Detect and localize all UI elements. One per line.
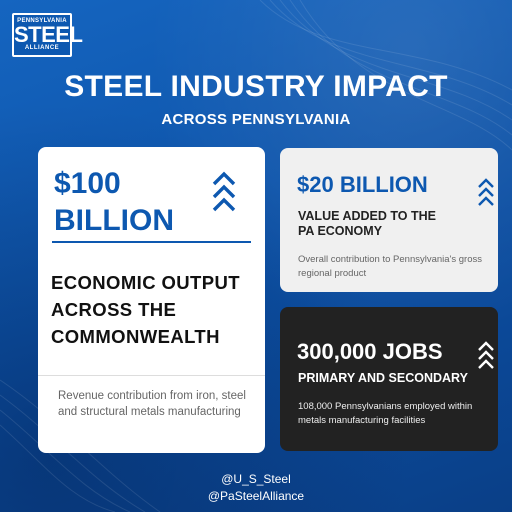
triple-chevron-up-icon: [478, 178, 494, 206]
jobs-card: 300,000 JOBS PRIMARY AND SECONDARY 108,0…: [280, 307, 498, 451]
economic-output-card: $100 BILLION ECONOMIC OUTPUT ACROSS THE …: [38, 147, 265, 453]
value-added-heading-line1: VALUE ADDED TO THE: [298, 209, 436, 223]
output-amount-line1: $100: [54, 167, 121, 200]
card-separator: [38, 375, 265, 376]
social-handle-us-steel: @U_S_Steel: [221, 472, 291, 486]
output-note: Revenue contribution from iron, steel an…: [58, 390, 246, 418]
output-heading: ECONOMIC OUTPUT ACROSS THE COMMONWEALTH: [51, 272, 240, 347]
output-amount: $100 BILLION: [54, 165, 174, 239]
value-added-card: $20 BILLION VALUE ADDED TO THE PA ECONOM…: [280, 148, 498, 292]
pennsylvania-steel-alliance-logo: PENNSYLVANIA STEEL ALLIANCE: [12, 13, 83, 57]
value-added-heading-line2: PA ECONOMY: [298, 224, 383, 238]
social-handle-pa-steel-alliance: @PaSteelAlliance: [207, 489, 305, 503]
jobs-amount: 300,000 JOBS: [297, 339, 443, 364]
page-title: STEEL INDUSTRY IMPACT: [64, 70, 448, 103]
jobs-heading: PRIMARY AND SECONDARY: [298, 371, 468, 385]
logo-top-text: PENNSYLVANIA: [17, 18, 67, 24]
logo-main-text: STEEL: [14, 22, 83, 47]
card-divider: [52, 241, 251, 243]
page-subtitle: ACROSS PENNSYLVANIA: [161, 111, 351, 128]
output-amount-line2: BILLION: [54, 204, 174, 237]
value-added-amount: $20 BILLION: [297, 172, 428, 197]
logo-bottom-text: ALLIANCE: [24, 45, 60, 51]
value-added-heading: VALUE ADDED TO THE PA ECONOMY: [298, 209, 436, 239]
value-added-note: Overall contribution to Pennsylvania's g…: [298, 254, 482, 279]
jobs-note: 108,000 Pennsylvanians employed within m…: [298, 401, 473, 426]
triple-chevron-up-icon: [478, 341, 494, 369]
triple-chevron-up-icon: [212, 171, 236, 212]
